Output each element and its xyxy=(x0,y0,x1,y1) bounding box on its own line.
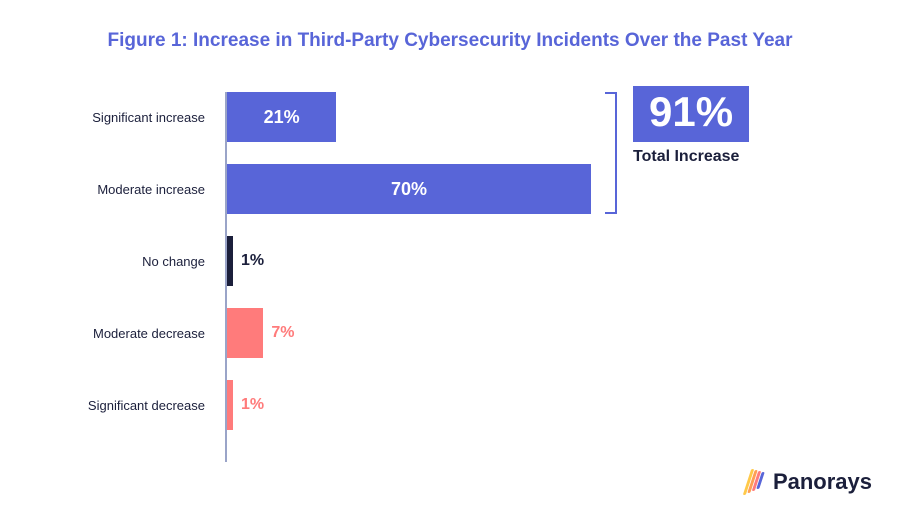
bar-slot: 21% xyxy=(227,92,870,142)
bar: 70% xyxy=(227,164,591,214)
callout-label: Total Increase xyxy=(633,148,749,166)
brand-logo: Panorays xyxy=(747,469,872,495)
chart-area: Significant increase 21% Moderate increase… xyxy=(30,92,870,472)
category-label: No change xyxy=(30,254,215,269)
bar-value: 21% xyxy=(227,107,336,128)
bar xyxy=(227,308,263,358)
chart-row: Significant decrease 1% xyxy=(30,380,870,430)
bar xyxy=(227,380,233,430)
logo-text: Panorays xyxy=(773,469,872,495)
bar-value: 7% xyxy=(271,324,294,342)
callout-value: 91% xyxy=(633,86,749,142)
category-label: Significant decrease xyxy=(30,398,215,413)
bar: 21% xyxy=(227,92,336,142)
category-label: Significant increase xyxy=(30,110,215,125)
chart-row: Moderate increase 70% xyxy=(30,164,870,214)
bar-slot: 7% xyxy=(227,308,870,358)
bar xyxy=(227,236,233,286)
bar-value: 70% xyxy=(227,179,591,200)
bar-slot: 1% xyxy=(227,236,870,286)
grouping-bracket xyxy=(605,92,617,214)
bar-value: 1% xyxy=(241,252,264,270)
bar-slot: 1% xyxy=(227,380,870,430)
chart-row: No change 1% xyxy=(30,236,870,286)
category-label: Moderate increase xyxy=(30,182,215,197)
bar-slot: 70% xyxy=(227,164,870,214)
chart-title: Figure 1: Increase in Third-Party Cybers… xyxy=(0,0,900,52)
chart-row: Moderate decrease 7% xyxy=(30,308,870,358)
logo-mark-icon xyxy=(747,469,765,495)
total-callout: 91% Total Increase xyxy=(633,86,749,166)
category-label: Moderate decrease xyxy=(30,326,215,341)
bar-value: 1% xyxy=(241,396,264,414)
